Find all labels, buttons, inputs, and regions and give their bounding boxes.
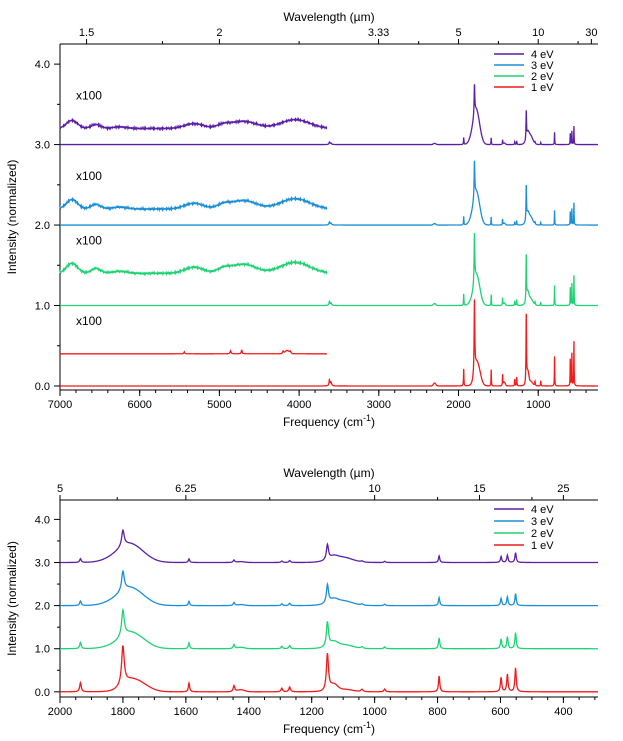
x100-annotation: x100 <box>76 233 102 247</box>
x-tick-label: 7000 <box>48 399 72 411</box>
y-tick-label: 3.0 <box>35 140 50 152</box>
x-tick-label: 2000 <box>48 706 72 718</box>
x-tick-label: 3000 <box>367 399 391 411</box>
top-tick-label: 3.33 <box>368 27 389 39</box>
x-tick-label: 1600 <box>174 706 198 718</box>
legend-label: 3 eV <box>531 516 554 528</box>
y-tick-label: 2.0 <box>35 220 50 232</box>
legend-label: 4 eV <box>531 49 554 61</box>
series-line-4-ev <box>322 84 598 146</box>
nir-inset-trace-2 <box>59 195 328 213</box>
top-tick-label: 2 <box>216 27 222 39</box>
x100-annotation: x100 <box>76 169 102 183</box>
top-tick-label: 30 <box>585 27 597 39</box>
y-axis-label: Intensity (normalized) <box>5 541 19 656</box>
chart-panel-1: 7000 6000 5000 4000 3000 2000 1000 1.5 2 3.33 5 10 3… <box>5 10 598 429</box>
top-tick-label: 5 <box>57 483 63 495</box>
top-tick-label: 5 <box>455 27 461 39</box>
top-tick-label: 1.5 <box>79 27 94 39</box>
top-axis-label: Wavelength (µm) <box>283 10 374 24</box>
legend-label: 4 eV <box>531 504 554 516</box>
y-tick-label: 1.0 <box>35 644 50 656</box>
y-axis-label: Intensity (normalized) <box>5 160 19 275</box>
top-tick-label: 15 <box>473 483 485 495</box>
nir-inset-trace-4 <box>60 349 327 355</box>
x-tick-label: 1000 <box>526 399 550 411</box>
x-axis-label-superscript: -1 <box>363 413 371 423</box>
top-tick-label: 25 <box>557 483 569 495</box>
legend-label: 1 eV <box>531 540 554 552</box>
x-tick-label: 800 <box>428 706 446 718</box>
y-tick-label: 4.0 <box>35 59 50 71</box>
x-axis-label-tail: ) <box>371 722 375 736</box>
nir-inset-trace-1 <box>59 116 328 132</box>
series-line-4-ev <box>60 528 598 564</box>
nir-inset-trace-3 <box>59 259 328 277</box>
top-tick-label: 6.25 <box>175 483 196 495</box>
x100-annotation: x100 <box>76 89 102 103</box>
x-tick-label: 4000 <box>287 399 311 411</box>
y-tick-label: 1.0 <box>35 301 50 313</box>
x-tick-label: 1400 <box>237 706 261 718</box>
x-tick-label: 1800 <box>111 706 135 718</box>
x-tick-label: 1000 <box>362 706 386 718</box>
x-tick-label: 400 <box>554 706 572 718</box>
x-tick-label: 2000 <box>446 399 470 411</box>
x100-annotation: x100 <box>76 314 102 328</box>
legend-label: 2 eV <box>531 71 554 83</box>
x-axis-label: Frequency (cm-1) <box>283 720 375 736</box>
legend-label: 2 eV <box>531 528 554 540</box>
y-tick-label: 0.0 <box>35 381 50 393</box>
x-tick-label: 1200 <box>299 706 323 718</box>
x-tick-label: 5000 <box>207 399 231 411</box>
y-tick-label: 4.0 <box>35 514 50 526</box>
series-line-1-ev <box>60 645 598 693</box>
x-axis-label-superscript: -1 <box>363 720 371 730</box>
series-line-2-ev <box>323 232 598 307</box>
y-tick-label: 3.0 <box>35 558 50 570</box>
y-tick-label: 2.0 <box>35 601 50 613</box>
series-line-3-ev <box>60 569 598 607</box>
x-tick-label: 6000 <box>127 399 151 411</box>
series-line-3-ev <box>323 160 598 226</box>
top-tick-label: 10 <box>368 483 380 495</box>
legend-label: 3 eV <box>531 60 554 72</box>
series-line-2-ev <box>60 607 598 650</box>
x-tick-label: 600 <box>491 706 509 718</box>
top-tick-label: 10 <box>532 27 544 39</box>
x-axis-label-tail: ) <box>371 415 375 429</box>
x-axis-label: Frequency (cm-1) <box>283 413 375 429</box>
chart-panel-2: 2000 1800 1600 1400 1200 1000 800 600 400 5 6.25 10… <box>5 466 598 736</box>
legend-label: 1 eV <box>531 82 554 94</box>
y-tick-label: 0.0 <box>35 687 50 699</box>
top-axis-label: Wavelength (µm) <box>283 466 374 480</box>
series-line-1-ev <box>323 299 598 387</box>
